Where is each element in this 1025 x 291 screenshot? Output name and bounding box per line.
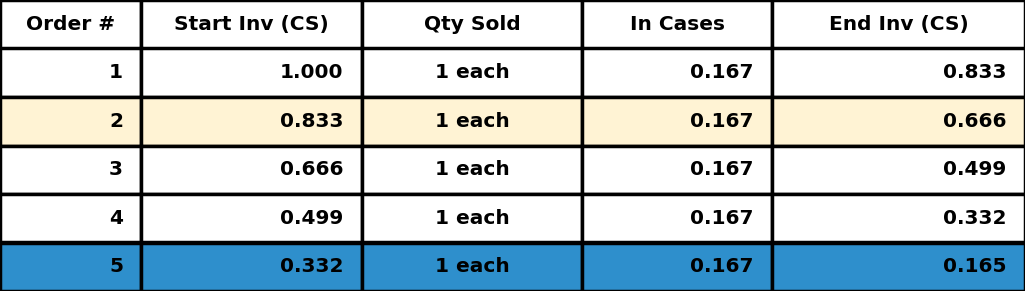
Text: End Inv (CS): End Inv (CS) [828, 15, 969, 34]
Text: 0.833: 0.833 [943, 63, 1007, 82]
Bar [141, 0, 362, 49]
Bar [772, 97, 1025, 146]
Text: 5: 5 [109, 257, 123, 276]
Text: 0.332: 0.332 [280, 257, 343, 276]
Text: 0.167: 0.167 [690, 257, 753, 276]
Bar [362, 0, 582, 49]
Text: 1.000: 1.000 [280, 63, 343, 82]
Bar [362, 49, 582, 97]
Text: Order #: Order # [27, 15, 115, 34]
Text: 1 each: 1 each [435, 257, 509, 276]
Text: 0.666: 0.666 [943, 112, 1007, 131]
Bar [362, 194, 582, 242]
Bar [772, 194, 1025, 242]
Text: 1 each: 1 each [435, 112, 509, 131]
Bar [0, 97, 141, 146]
Text: 0.167: 0.167 [690, 63, 753, 82]
Bar [0, 0, 141, 49]
Text: 1 each: 1 each [435, 160, 509, 179]
Bar [362, 97, 582, 146]
Bar [362, 242, 582, 291]
Bar [582, 97, 772, 146]
Bar [0, 49, 141, 97]
Bar [362, 146, 582, 194]
Text: 2: 2 [109, 112, 123, 131]
Text: 1 each: 1 each [435, 63, 509, 82]
Bar [772, 146, 1025, 194]
Bar [582, 146, 772, 194]
Text: 0.332: 0.332 [943, 209, 1007, 228]
Bar [141, 49, 362, 97]
Bar [772, 49, 1025, 97]
Bar [582, 194, 772, 242]
Bar [772, 0, 1025, 49]
Text: 3: 3 [109, 160, 123, 179]
Bar [0, 194, 141, 242]
Text: 0.833: 0.833 [280, 112, 343, 131]
Text: 0.666: 0.666 [280, 160, 343, 179]
Bar [141, 97, 362, 146]
Text: Start Inv (CS): Start Inv (CS) [174, 15, 329, 34]
Bar [582, 242, 772, 291]
Text: In Cases: In Cases [629, 15, 725, 34]
Bar [141, 146, 362, 194]
Text: 4: 4 [109, 209, 123, 228]
Bar [772, 242, 1025, 291]
Bar [582, 49, 772, 97]
Text: 0.167: 0.167 [690, 209, 753, 228]
Bar [0, 146, 141, 194]
Text: 1 each: 1 each [435, 209, 509, 228]
Bar [582, 0, 772, 49]
Text: 0.167: 0.167 [690, 112, 753, 131]
Text: 0.499: 0.499 [280, 209, 343, 228]
Bar [0, 242, 141, 291]
Bar [141, 242, 362, 291]
Text: 1: 1 [109, 63, 123, 82]
Text: 0.165: 0.165 [943, 257, 1007, 276]
Text: 0.167: 0.167 [690, 160, 753, 179]
Bar [141, 194, 362, 242]
Text: Qty Sold: Qty Sold [423, 15, 521, 34]
Text: 0.499: 0.499 [943, 160, 1007, 179]
